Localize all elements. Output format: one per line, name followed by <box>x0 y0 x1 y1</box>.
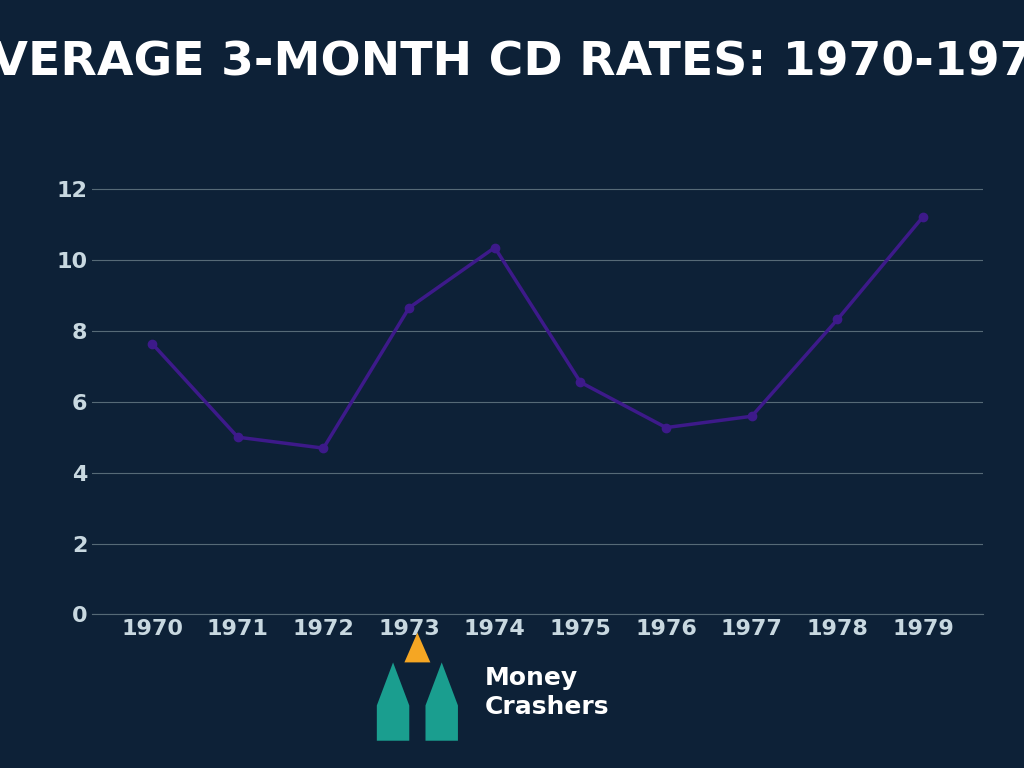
Polygon shape <box>404 633 430 662</box>
Text: AVERAGE 3-MONTH CD RATES: 1970-1979: AVERAGE 3-MONTH CD RATES: 1970-1979 <box>0 41 1024 86</box>
Text: Money
Crashers: Money Crashers <box>485 666 609 719</box>
Polygon shape <box>426 662 458 740</box>
Polygon shape <box>377 662 410 740</box>
